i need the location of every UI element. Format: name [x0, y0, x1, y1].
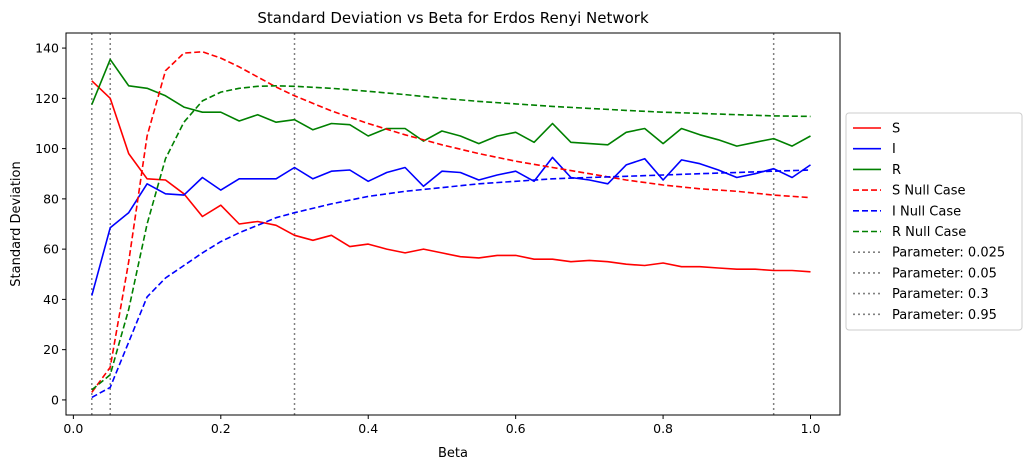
y-tick-label: 100 [35, 141, 59, 156]
series-line-r [91, 58, 811, 147]
plot-area [91, 33, 811, 415]
y-tick-label: 80 [43, 191, 59, 206]
series-line-r-null-case [91, 85, 811, 391]
legend-label-r-null-case: R Null Case [892, 225, 966, 240]
x-tick-label: 1.0 [801, 421, 821, 436]
series-line-s-null-case [91, 50, 811, 393]
y-tick-label: 120 [35, 91, 59, 106]
x-axis-title: Beta [438, 446, 468, 461]
y-tick-label: 20 [43, 342, 59, 357]
x-tick-label: 0.4 [358, 421, 378, 436]
y-tick-label: 140 [35, 41, 59, 56]
legend-label-parameter-0-025: Parameter: 0.025 [892, 246, 1005, 261]
chart-title: Standard Deviation vs Beta for Erdos Ren… [257, 9, 649, 27]
series-line-i [91, 156, 811, 296]
y-axis: 0 20 40 60 80 100 120 140 [35, 41, 66, 407]
legend-label-i: I [892, 142, 896, 157]
x-tick-label: 0.8 [653, 421, 673, 436]
legend-label-s: S [892, 122, 900, 137]
x-axis: 0.0 0.2 0.4 0.6 0.8 1.0 [63, 415, 820, 436]
y-axis-title: Standard Deviation [9, 161, 24, 286]
x-tick-label: 0.2 [211, 421, 231, 436]
legend-label-i-null-case: I Null Case [892, 204, 961, 219]
legend-label-r: R [892, 163, 901, 178]
legend-label-s-null-case: S Null Case [892, 184, 966, 199]
legend-box [845, 112, 1023, 331]
x-tick-label: 0.0 [63, 421, 83, 436]
legend-label-parameter-0-3: Parameter: 0.3 [892, 287, 989, 302]
y-tick-label: 40 [43, 292, 59, 307]
plot-frame [65, 32, 841, 416]
y-tick-label: 0 [51, 392, 59, 407]
x-tick-label: 0.6 [506, 421, 526, 436]
legend-label-parameter-0-05: Parameter: 0.05 [892, 266, 997, 281]
legend-label-parameter-0-95: Parameter: 0.95 [892, 308, 997, 323]
series-line-i-null-case [91, 169, 811, 399]
legend: SIR S Null Case I Null Case R Null Case Para… [845, 112, 1023, 331]
y-tick-label: 60 [43, 242, 59, 257]
series-line-s [91, 80, 811, 273]
